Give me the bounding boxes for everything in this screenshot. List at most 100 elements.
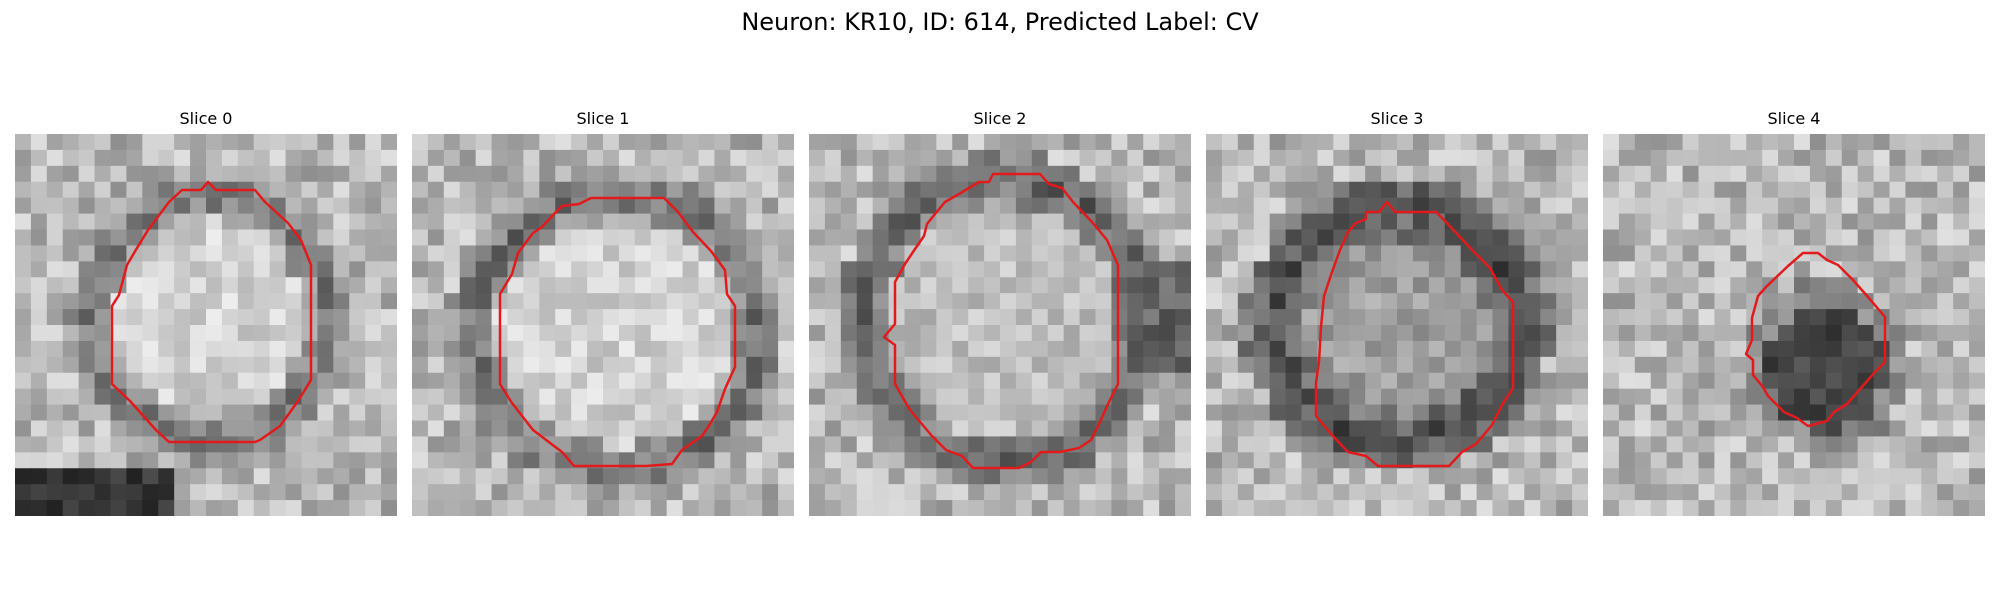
image-pixel: [1397, 261, 1414, 278]
image-pixel: [1063, 340, 1081, 358]
image-pixel: [126, 372, 143, 390]
image-pixel: [920, 404, 937, 422]
image-pixel: [1953, 277, 1970, 294]
image-pixel: [840, 468, 858, 485]
image-pixel: [888, 404, 906, 422]
image-pixel: [62, 372, 80, 390]
image-pixel: [1953, 388, 1970, 406]
image-pixel: [78, 500, 96, 516]
image-pixel: [1476, 468, 1494, 485]
image-pixel: [158, 277, 175, 294]
image-pixel: [158, 484, 175, 501]
image-pixel: [1937, 436, 1954, 453]
image-pixel: [1111, 261, 1128, 278]
image-pixel: [110, 484, 128, 501]
image-pixel: [1778, 325, 1795, 342]
image-pixel: [603, 181, 620, 199]
image-pixel: [1428, 134, 1446, 151]
image-pixel: [1618, 356, 1636, 374]
image-pixel: [682, 134, 700, 151]
image-pixel: [1762, 356, 1779, 374]
image-pixel: [1746, 325, 1763, 342]
image-pixel: [237, 356, 255, 374]
image-pixel: [94, 229, 112, 247]
image-pixel: [1301, 165, 1319, 183]
image-pixel: [666, 149, 684, 167]
image-pixel: [539, 134, 556, 151]
image-pixel: [443, 500, 461, 516]
image-pixel: [904, 436, 922, 453]
image-pixel: [1444, 181, 1462, 199]
image-pixel: [317, 261, 334, 278]
image-pixel: [1285, 149, 1303, 167]
image-pixel: [1937, 245, 1954, 262]
image-pixel: [1572, 309, 1588, 326]
image-pixel: [1206, 388, 1223, 406]
image-pixel: [809, 277, 826, 294]
image-pixel: [1809, 436, 1827, 453]
image-pixel: [1301, 372, 1319, 390]
contour-outline: [882, 172, 1120, 470]
image-pixel: [365, 325, 382, 342]
image-pixel: [365, 293, 382, 310]
image-pixel: [349, 197, 366, 215]
image-pixel: [491, 261, 509, 278]
image-pixel: [523, 293, 540, 310]
contour-outline: [1744, 251, 1887, 428]
image-pixel: [1175, 372, 1191, 390]
image-pixel: [427, 484, 445, 501]
image-pixel: [1762, 261, 1779, 278]
image-pixel: [1349, 134, 1366, 151]
image-pixel: [714, 436, 731, 453]
image-pixel: [1269, 293, 1287, 310]
image-pixel: [1603, 436, 1620, 453]
image-pixel: [666, 340, 684, 358]
image-pixel: [221, 325, 239, 342]
image-pixel: [1285, 484, 1303, 501]
image-pixel: [1175, 340, 1191, 358]
image-pixel: [1460, 229, 1478, 247]
image-pixel: [381, 309, 397, 326]
image-pixel: [1762, 165, 1779, 183]
image-pixel: [856, 468, 874, 485]
image-pixel: [1444, 388, 1462, 406]
image-pixel: [174, 309, 191, 326]
image-pixel: [142, 420, 159, 438]
image-pixel: [1762, 293, 1779, 310]
image-pixel: [1143, 452, 1160, 469]
image-pixel: [1079, 309, 1097, 326]
image-pixel: [618, 356, 636, 374]
image-pixel: [190, 484, 207, 501]
image-pixel: [840, 181, 858, 199]
image-pixel: [904, 197, 922, 215]
image-pixel: [1618, 165, 1636, 183]
image-pixel: [778, 340, 794, 358]
image-pixel: [1857, 165, 1875, 183]
image-pixel: [634, 261, 652, 278]
image-pixel: [1508, 484, 1525, 501]
image-pixel: [94, 245, 112, 262]
image-pixel: [412, 181, 429, 199]
image-pixel: [618, 372, 636, 390]
image-pixel: [507, 436, 525, 453]
image-pixel: [78, 404, 96, 422]
grayscale-pixels: [412, 134, 794, 516]
image-pixel: [1079, 452, 1097, 469]
image-pixel: [221, 468, 239, 485]
image-pixel: [523, 245, 540, 262]
image-pixel: [190, 325, 207, 342]
image-pixel: [1000, 404, 1017, 422]
image-pixel: [904, 261, 922, 278]
image-pixel: [682, 309, 700, 326]
image-pixel: [730, 325, 747, 342]
image-pixel: [1444, 229, 1462, 247]
image-pixel: [1301, 309, 1319, 326]
image-pixel: [1206, 165, 1223, 183]
image-pixel: [1603, 404, 1620, 422]
image-pixel: [1556, 229, 1573, 247]
image-pixel: [952, 356, 969, 374]
image-pixel: [1650, 340, 1668, 358]
image-pixel: [1889, 372, 1907, 390]
image-pixel: [1809, 229, 1827, 247]
image-pixel: [698, 340, 716, 358]
